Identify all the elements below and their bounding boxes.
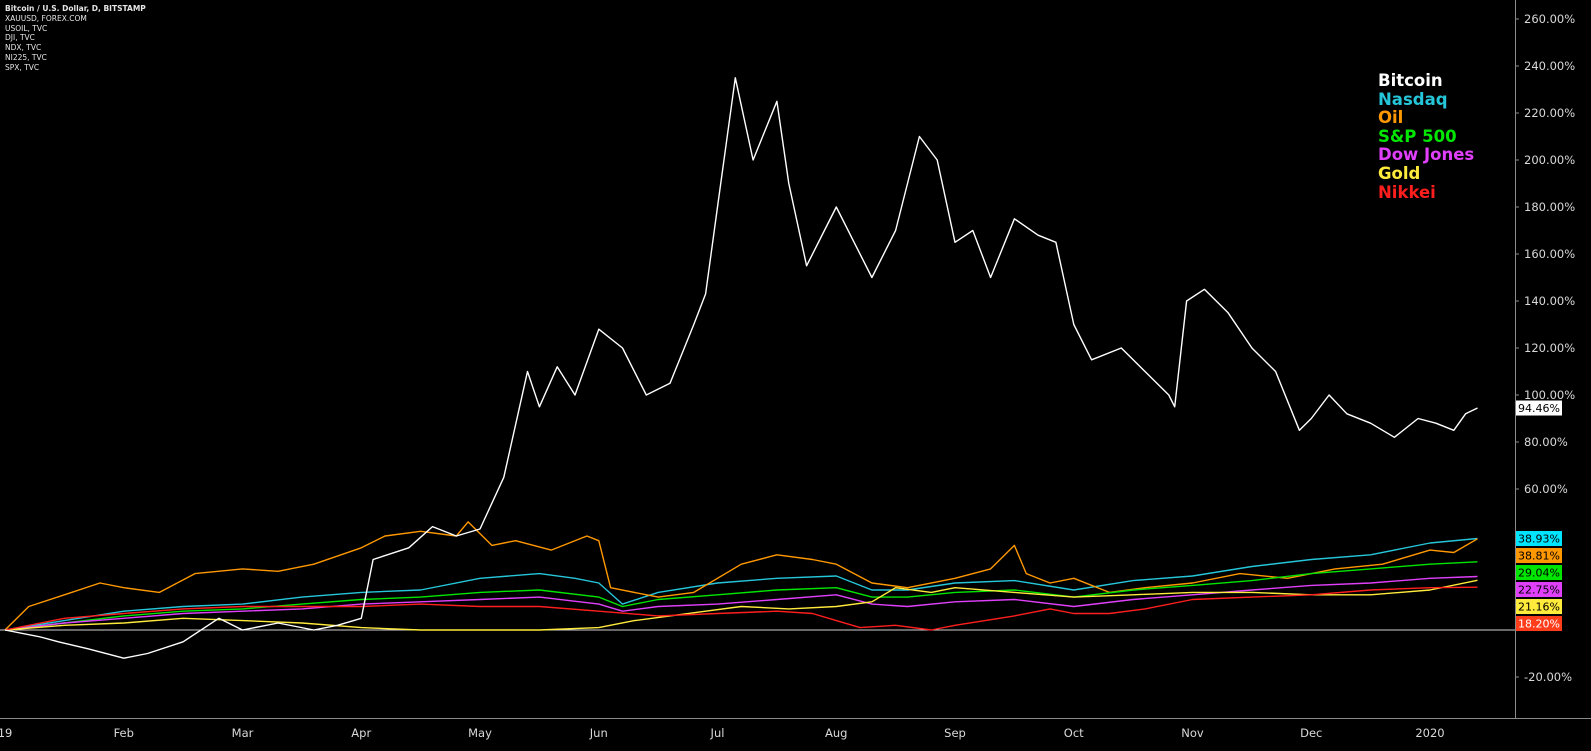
x-tick-label: Dec (1300, 726, 1322, 740)
main-symbol: Bitcoin / U.S. Dollar, D, BITSTAMP (5, 4, 146, 13)
compare-symbol: SPX, TVC (5, 62, 40, 72)
x-tick-label: Jun (589, 726, 608, 740)
legend-entry-bitcoin: Bitcoin (1378, 71, 1443, 90)
series-lines (4, 77, 1478, 659)
y-tick-label: 220.00% (1524, 106, 1575, 120)
compare-symbol: NDX, TVC (5, 43, 42, 53)
legend-entry-nasdaq: Nasdaq (1378, 89, 1448, 109)
x-tick-label: May (468, 726, 492, 740)
last-value-badge-nikkei (1516, 616, 1562, 632)
last-value-badge-sp500 (1516, 565, 1562, 581)
series-line-bitcoin (4, 77, 1478, 659)
y-tick-label: 240.00% (1524, 59, 1575, 73)
last-value-labels: 94.46% 38.93% 38.81% 29.04% 22.75% 21.16% 18.2… (1516, 400, 1562, 632)
x-tick-label: Sep (944, 726, 966, 740)
x-tick-label: Mar (232, 726, 254, 740)
compare-symbol: USOIL, TVC (5, 23, 48, 33)
y-tick-label: 80.00% (1524, 435, 1568, 449)
y-tick-label: 160.00% (1524, 247, 1575, 261)
last-value-badge-bitcoin (1516, 400, 1562, 416)
series-line-gold (4, 579, 1478, 631)
y-tick-label: 200.00% (1524, 153, 1575, 167)
last-value-label-nikkei: 18.20% (1518, 618, 1560, 631)
legend-entry-sp500: S&P 500 (1378, 126, 1457, 146)
last-value-label-bitcoin: 94.46% (1518, 402, 1560, 415)
last-value-badge-nasdaq (1516, 531, 1562, 547)
compare-symbol: DJI, TVC (5, 33, 35, 43)
compare-symbol: NI225, TVC (5, 52, 47, 62)
x-tick-label: Oct (1064, 726, 1084, 740)
x-tick-label: Feb (114, 726, 134, 740)
symbol-list: Bitcoin / U.S. Dollar, D, BITSTAMP XAUUS… (5, 4, 146, 73)
chart-legend: Bitcoin Nasdaq Oil S&P 500 Dow Jones Gol… (1378, 71, 1475, 202)
x-tick-label: 2020 (1415, 726, 1444, 740)
y-tick-label: 180.00% (1524, 200, 1575, 214)
x-tick-label: Apr (351, 726, 371, 740)
time-scale: 19 Feb Mar Apr May Jun Jul Aug Sep Oct Nov Dec 2020 (0, 718, 1591, 740)
last-value-label-sp500: 29.04% (1518, 567, 1560, 580)
legend-entry-dowjones: Dow Jones (1378, 145, 1475, 165)
y-tick-label: 140.00% (1524, 294, 1575, 308)
y-tick-label: 260.00% (1524, 12, 1575, 26)
last-value-label-dowjones: 22.75% (1518, 584, 1560, 597)
last-value-label-oil: 38.81% (1518, 550, 1560, 563)
last-value-label-gold: 21.16% (1518, 601, 1560, 614)
price-scale: 260.00% 240.00% 220.00% 200.00% 180.00% 160.0… (1515, 0, 1575, 718)
series-line-nasdaq (4, 537, 1478, 631)
legend-entry-gold: Gold (1378, 163, 1421, 183)
series-line-nikkei (4, 586, 1478, 631)
series-line-oil (4, 521, 1478, 631)
last-value-label-nasdaq: 38.93% (1518, 533, 1560, 546)
last-value-badge-oil (1516, 548, 1562, 564)
legend-entry-nikkei: Nikkei (1378, 182, 1436, 202)
last-value-badge-gold (1516, 599, 1562, 615)
x-tick-label: Aug (825, 726, 847, 740)
y-tick-label: 100.00% (1524, 388, 1575, 402)
last-value-badge-dowjones (1516, 582, 1562, 598)
x-tick-label: 19 (0, 726, 12, 740)
legend-entry-oil: Oil (1378, 108, 1404, 128)
y-tick-label: -20.00% (1524, 670, 1572, 684)
y-tick-label: 120.00% (1524, 341, 1575, 355)
compare-symbol: XAUUSD, FOREX.COM (5, 13, 87, 23)
x-tick-label: Jul (710, 726, 725, 740)
y-tick-label: 60.00% (1524, 482, 1568, 496)
x-tick-label: Nov (1181, 726, 1204, 740)
